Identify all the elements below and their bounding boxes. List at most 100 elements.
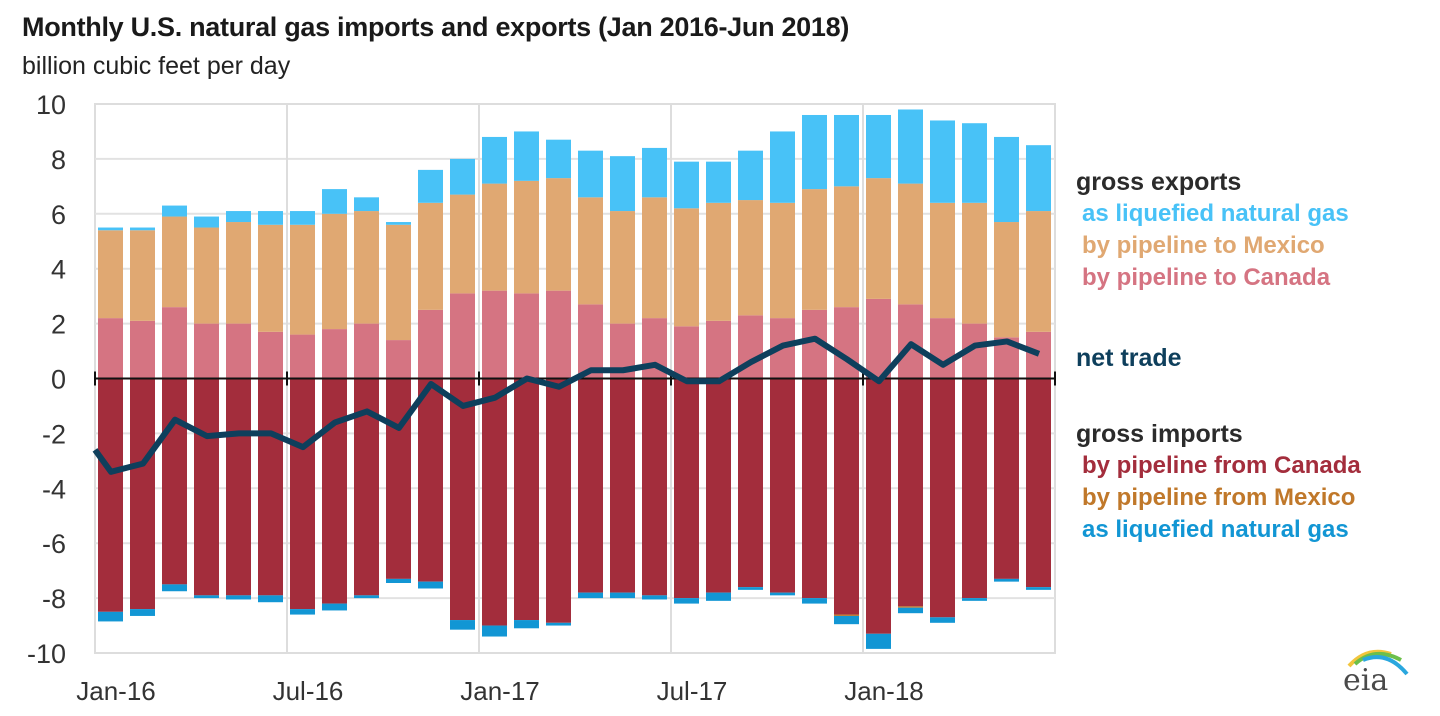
- bar-segment: [866, 378, 891, 634]
- bar-segment: [130, 378, 155, 610]
- bar-segment: [994, 222, 1019, 338]
- y-tick-label: -4: [42, 474, 66, 504]
- legend-exports-heading: gross exports: [1076, 168, 1242, 196]
- bar-segment: [162, 216, 187, 308]
- bar-segment: [738, 378, 763, 588]
- bar-segment: [738, 200, 763, 316]
- bar-segment: [706, 161, 731, 203]
- eia-logo-text: eia: [1343, 663, 1388, 698]
- net-trade-line: [92, 335, 1041, 475]
- bar-segment: [706, 320, 731, 379]
- legend-net-trade: net trade: [1076, 344, 1182, 372]
- y-tick-label: 0: [51, 365, 66, 395]
- bar-segment: [386, 578, 411, 584]
- bar-segment: [738, 150, 763, 201]
- bar-segment: [994, 378, 1019, 579]
- legend-item-export-lng: as liquefied natural gas: [1082, 200, 1349, 227]
- legend-item-import-canada: by pipeline from Canada: [1082, 452, 1361, 479]
- bar-segment: [962, 123, 987, 203]
- bar-segment: [514, 293, 539, 379]
- legend-item-export-canada: by pipeline to Canada: [1082, 264, 1331, 291]
- legend-imports-heading: gross imports: [1076, 420, 1243, 448]
- bar-segment: [290, 609, 315, 615]
- bar-segment: [578, 150, 603, 198]
- bar-segment: [866, 633, 891, 649]
- y-tick-label: -2: [42, 419, 66, 449]
- legend-imports: gross imports by pipeline from Canada by…: [1076, 418, 1361, 546]
- bar-segment: [834, 614, 859, 616]
- bar-segment: [834, 114, 859, 187]
- bar-segment: [1026, 587, 1051, 590]
- bar-segment: [130, 609, 155, 616]
- bar-segment: [770, 202, 795, 319]
- bar-segment: [866, 178, 891, 299]
- legend-net: net trade: [1076, 342, 1182, 374]
- y-tick-label: -10: [27, 639, 66, 669]
- y-tick-label: 6: [51, 200, 66, 230]
- bar-segment: [130, 227, 155, 231]
- x-axis-ticks: Jan-16 Jul-16 Jan-17 Jul-17 Jan-18: [76, 676, 924, 706]
- bar-segment: [898, 183, 923, 305]
- bar-segment: [546, 139, 571, 179]
- bar-segment: [898, 109, 923, 184]
- bar-segment: [642, 197, 667, 319]
- bar-segment: [194, 227, 219, 324]
- y-tick-label: 10: [36, 90, 66, 120]
- bar-segment: [290, 378, 315, 610]
- bar-segment: [706, 202, 731, 321]
- x-tick-label: Jul-16: [273, 676, 344, 706]
- bar-segment: [322, 213, 347, 330]
- bar-segment: [642, 595, 667, 600]
- bar-segment: [994, 578, 1019, 582]
- bar-segment: [962, 378, 987, 599]
- bar-segment: [322, 329, 347, 379]
- bar-segment: [450, 620, 475, 630]
- bar-segment: [98, 230, 123, 319]
- bar-segment: [802, 114, 827, 190]
- bar-segment: [258, 331, 283, 379]
- bar-segment: [674, 326, 699, 379]
- bar-segment: [130, 320, 155, 379]
- bar-segment: [770, 592, 795, 596]
- bar-segment: [98, 378, 123, 612]
- bar-segment: [546, 290, 571, 379]
- y-tick-label: 8: [51, 145, 66, 175]
- bar-segment: [642, 378, 667, 596]
- bar-segment: [514, 180, 539, 294]
- bar-segment: [866, 298, 891, 379]
- bar-segment: [226, 595, 251, 600]
- bar-segment: [322, 378, 347, 604]
- bar-segment: [226, 211, 251, 223]
- bar-segment: [578, 197, 603, 305]
- bar-segment: [450, 293, 475, 379]
- bar-segment: [258, 378, 283, 596]
- bar-segment: [610, 211, 635, 324]
- y-tick-label: -6: [42, 529, 66, 559]
- bar-segment: [226, 222, 251, 324]
- bar-segment: [674, 208, 699, 327]
- bar-segment: [162, 205, 187, 217]
- bar-segment: [290, 224, 315, 335]
- bar-segment: [962, 598, 987, 601]
- bar-segment: [418, 581, 443, 589]
- bar-segment: [98, 227, 123, 231]
- bar-segment: [642, 147, 667, 198]
- bar-segment: [674, 161, 699, 209]
- bar-segment: [898, 607, 923, 614]
- bar-segment: [962, 202, 987, 324]
- bar-segment: [386, 224, 411, 341]
- bar-segment: [386, 340, 411, 379]
- bar-segment: [354, 197, 379, 212]
- bar-segment: [578, 304, 603, 379]
- bar-segment: [354, 323, 379, 379]
- bar-segment: [130, 230, 155, 321]
- bar-segment: [162, 584, 187, 592]
- bar-segment: [834, 615, 859, 625]
- bar-segment: [930, 617, 955, 623]
- bar-segment: [194, 216, 219, 228]
- bar-segment: [514, 620, 539, 629]
- bar-segment: [770, 131, 795, 203]
- bar-segment: [194, 378, 219, 596]
- bar-segment: [322, 189, 347, 214]
- legend-item-import-mexico: by pipeline from Mexico: [1082, 484, 1356, 511]
